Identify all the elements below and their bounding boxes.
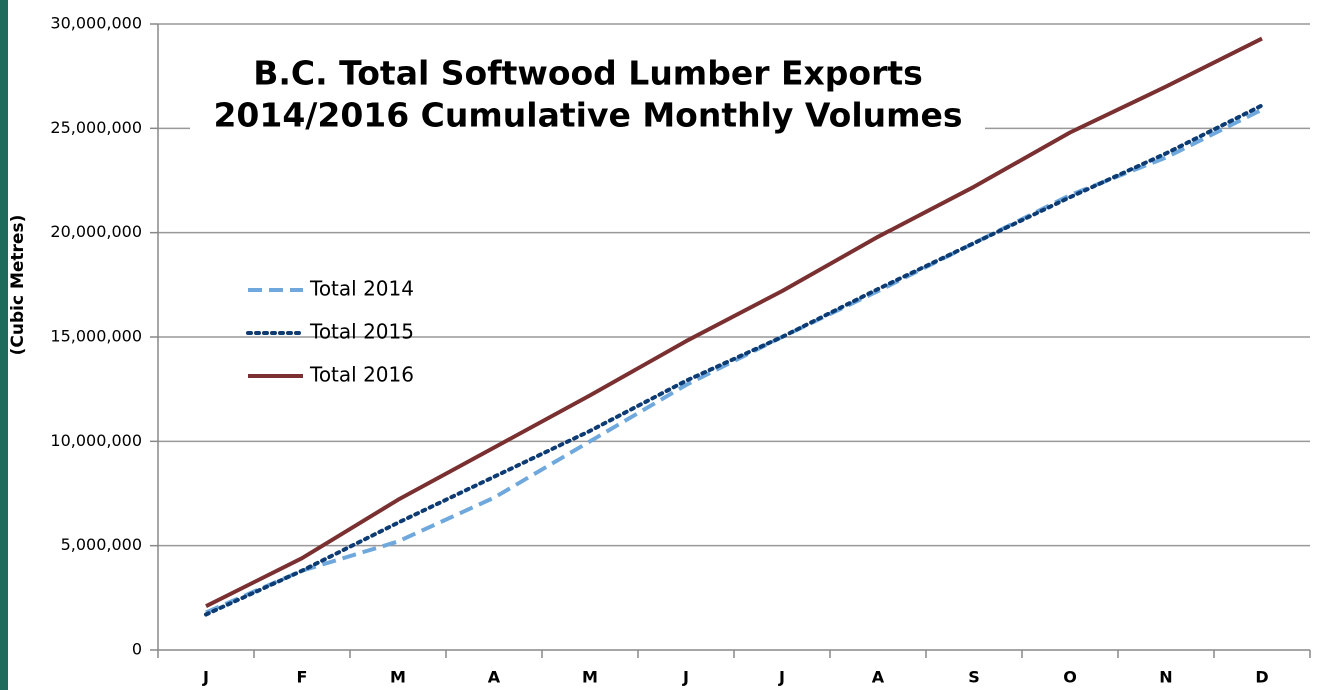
x-tick-label: A (872, 668, 885, 687)
x-tick-label: O (1063, 668, 1077, 687)
x-tick-label: M (582, 668, 598, 687)
x-tick-label: N (1159, 668, 1172, 687)
data-line (204, 103, 1264, 617)
title-box (190, 48, 985, 138)
legend-label: Total 2015 (309, 320, 414, 344)
x-tick-label: F (297, 668, 308, 687)
data-line (205, 36, 1263, 608)
y-tick-label: 15,000,000 (50, 327, 142, 346)
chart-title: 2014/2016 Cumulative Monthly Volumes (213, 96, 962, 135)
y-tick-label: 20,000,000 (50, 222, 142, 241)
x-tick-label: J (682, 668, 689, 687)
x-tick-label: A (488, 668, 501, 687)
x-tick-label: J (778, 668, 785, 687)
left-border (0, 0, 8, 690)
x-tick-label: M (390, 668, 406, 687)
legend-label: Total 2016 (309, 363, 414, 387)
y-axis-label: (Cubic Metres) (8, 215, 28, 356)
y-tick-label: 30,000,000 (50, 14, 142, 33)
x-tick-label: D (1255, 668, 1268, 687)
x-tick-label: S (968, 668, 980, 687)
y-tick-label: 0 (132, 640, 142, 659)
y-tick-label: 10,000,000 (50, 431, 142, 450)
chart-title: B.C. Total Softwood Lumber Exports (253, 54, 923, 93)
legend-label: Total 2014 (309, 277, 414, 301)
y-tick-label: 5,000,000 (61, 535, 142, 554)
x-tick-label: J (202, 668, 209, 687)
y-tick-label: 25,000,000 (50, 118, 142, 137)
